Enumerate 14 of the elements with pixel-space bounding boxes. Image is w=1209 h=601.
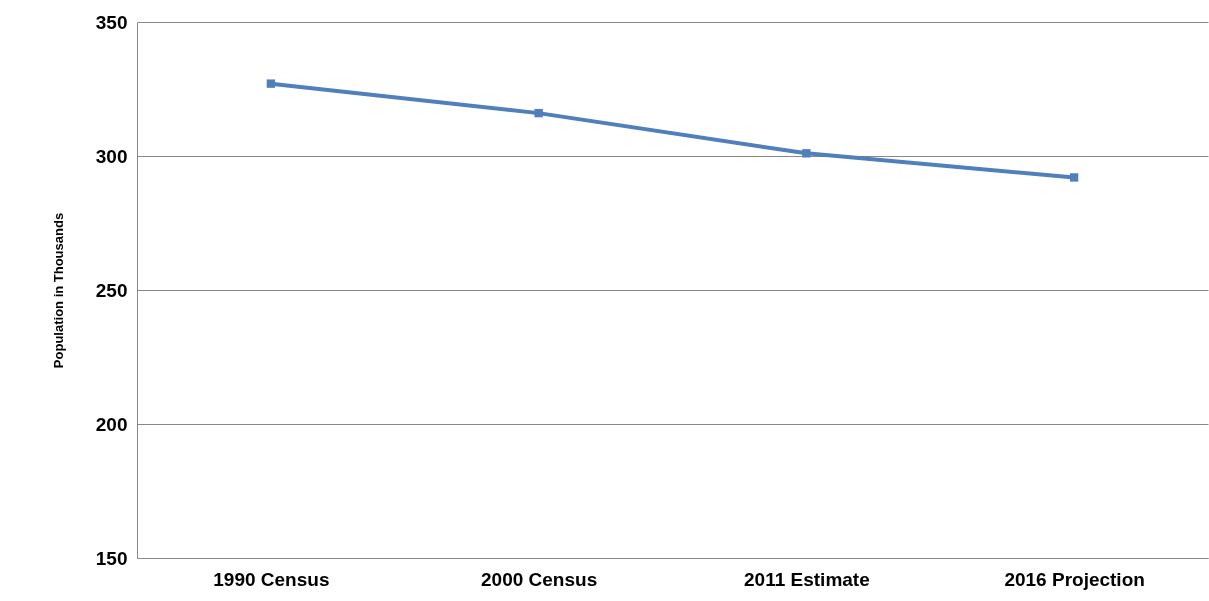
y-tick-label: 250 [95,279,128,301]
y-tick-label: 200 [95,413,128,435]
y-tick-label: 300 [95,145,128,167]
x-tick-label: 1990 Census [213,568,330,590]
y-tick-label: 350 [95,11,128,33]
x-tick-label: 2016 Projection [1004,568,1145,590]
point [802,149,811,158]
point [1069,173,1079,182]
x-tick-label: 2000 Census [481,568,598,590]
x-tick-label: 2011 Estimate [744,568,870,590]
point [534,108,543,118]
y-tick-label: 150 [95,547,128,569]
point [266,79,276,88]
y-axis-title: Population in Thousands [50,212,66,369]
